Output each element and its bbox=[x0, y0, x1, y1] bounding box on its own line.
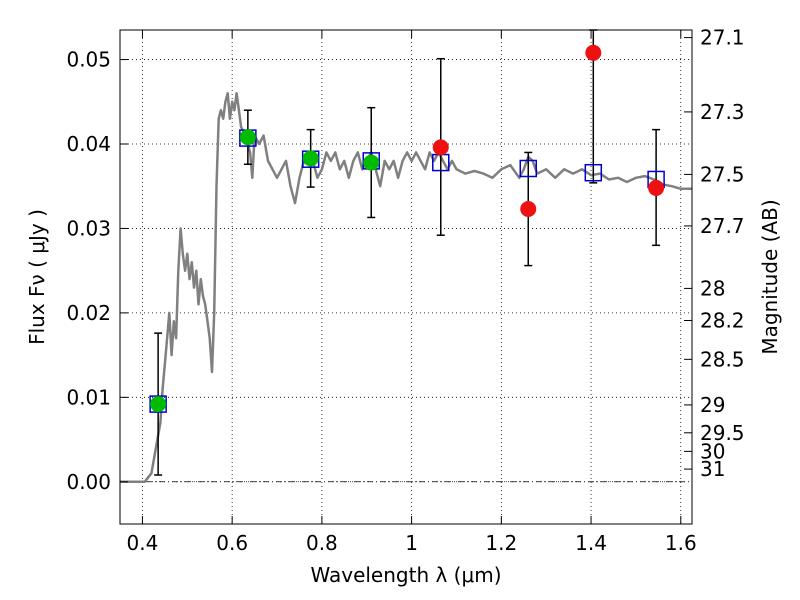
y2-axis-label: Magnitude (AB) bbox=[758, 199, 782, 354]
y2-tick-label: 29 bbox=[700, 393, 725, 417]
y2-tick-label: 30 bbox=[700, 439, 725, 463]
y-axis-ticks: 0.00 0.01 0.02 0.03 0.04 0.05 bbox=[66, 48, 128, 494]
square-marker bbox=[519, 159, 538, 178]
circle-marker bbox=[363, 154, 380, 171]
y2-tick-label: 27.7 bbox=[700, 214, 745, 238]
circle-marker bbox=[302, 150, 319, 167]
y2-tick-label: 29.5 bbox=[700, 421, 745, 445]
y-tick-label: 0.04 bbox=[66, 132, 111, 156]
y-tick-label: 0.02 bbox=[66, 301, 111, 325]
x-tick-label: 0.6 bbox=[216, 531, 248, 555]
y2-tick-label: 28.2 bbox=[700, 308, 745, 332]
x-axis-label: Wavelength λ (μm) bbox=[310, 563, 501, 587]
square-marker bbox=[584, 163, 603, 182]
spectrum-line bbox=[120, 92, 692, 484]
x-tick-label: 1.4 bbox=[575, 531, 607, 555]
data-markers bbox=[149, 44, 665, 413]
x-tick-label: 1 bbox=[405, 531, 418, 555]
y2-tick-label: 31 bbox=[700, 457, 725, 481]
circle-marker bbox=[432, 139, 449, 156]
y-tick-label: 0.05 bbox=[66, 48, 111, 72]
circle-marker bbox=[150, 396, 167, 413]
x-tick-label: 0.8 bbox=[306, 531, 338, 555]
y2-tick-label: 27.3 bbox=[700, 100, 745, 124]
y2-tick-label: 28.5 bbox=[700, 347, 745, 371]
x-tick-label: 0.4 bbox=[127, 531, 159, 555]
y2-tick-label: 27.1 bbox=[700, 26, 745, 50]
x-tick-label: 1.2 bbox=[485, 531, 517, 555]
y2-tick-label: 28 bbox=[700, 276, 725, 300]
circle-marker bbox=[648, 179, 665, 196]
circle-marker bbox=[239, 129, 256, 146]
x-axis-ticks: 0.4 0.6 0.8 1 1.2 1.4 1.6 bbox=[127, 30, 697, 555]
model-spectrum bbox=[120, 92, 692, 484]
y-axis-label: Flux Fν ( μJy ) bbox=[25, 209, 49, 345]
plot-frame bbox=[119, 29, 693, 525]
circle-marker bbox=[585, 44, 602, 61]
y2-tick-label: 27.5 bbox=[700, 162, 745, 186]
x-tick-label: 1.6 bbox=[665, 531, 697, 555]
y-tick-label: 0.03 bbox=[66, 216, 111, 240]
y-tick-label: 0.01 bbox=[66, 385, 111, 409]
circle-marker bbox=[520, 201, 537, 218]
y-tick-label: 0.00 bbox=[66, 470, 111, 494]
